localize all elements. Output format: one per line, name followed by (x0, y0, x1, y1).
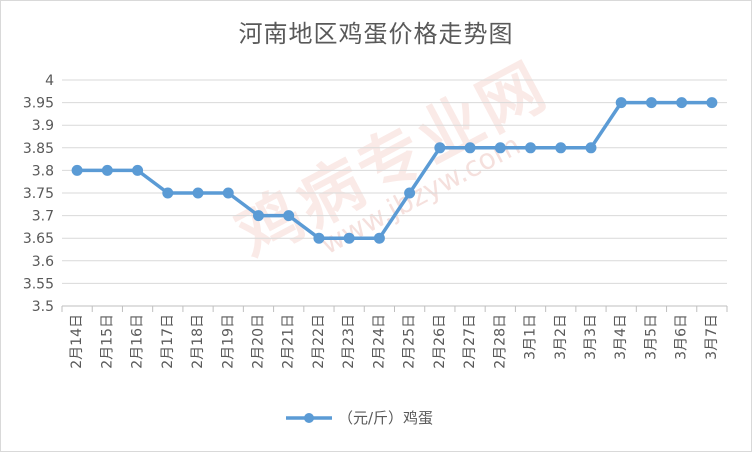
x-tick-label: 2月26日 (432, 314, 448, 369)
x-tick-label: 2月18日 (190, 314, 206, 369)
x-tick-label: 3月2日 (553, 314, 569, 360)
x-tick-label: 2月28日 (492, 314, 508, 369)
data-point (676, 97, 688, 109)
y-tick-label: 3.8 (32, 163, 54, 179)
x-tick-label: 3月1日 (523, 314, 539, 360)
x-tick-label: 2月20日 (250, 314, 266, 369)
data-point (222, 187, 234, 199)
y-tick-label: 3.65 (23, 231, 54, 247)
data-point (283, 210, 295, 222)
y-tick-label: 3.7 (32, 209, 54, 225)
y-tick-label: 3.75 (23, 186, 54, 202)
y-tick-label: 3.6 (32, 254, 54, 270)
data-point (162, 187, 174, 199)
data-point (343, 232, 355, 244)
x-tick-label: 3月6日 (674, 314, 690, 360)
data-point (132, 164, 144, 176)
x-tick-label: 3月3日 (583, 314, 599, 360)
data-point (71, 164, 83, 176)
y-tick-label: 3.5 (32, 299, 54, 315)
data-point (585, 142, 597, 154)
x-tick-label: 2月24日 (371, 314, 387, 369)
chart-title: 河南地区鸡蛋价格走势图 (238, 20, 514, 48)
y-tick-label: 3.95 (23, 96, 54, 112)
legend-marker (304, 413, 314, 423)
y-tick-label: 3.85 (23, 141, 54, 157)
x-tick-label: 3月4日 (613, 314, 629, 360)
x-tick-label: 2月25日 (402, 314, 418, 369)
data-point (706, 97, 718, 109)
data-point (192, 187, 204, 199)
data-point (615, 97, 627, 109)
y-tick-label: 3.55 (23, 276, 54, 292)
x-tick-label: 2月17日 (160, 314, 176, 369)
data-point (494, 142, 506, 154)
data-point (645, 97, 657, 109)
data-point (313, 232, 325, 244)
x-tick-label: 2月21日 (281, 314, 297, 369)
x-tick-label: 2月15日 (99, 314, 115, 369)
y-tick-label: 3.9 (32, 118, 54, 134)
x-tick-label: 2月27日 (462, 314, 478, 369)
series-line (77, 100, 712, 240)
x-tick-label: 3月7日 (704, 314, 720, 360)
data-point (434, 142, 446, 154)
x-tick-label: 3月5日 (643, 314, 659, 360)
x-tick-label: 2月19日 (220, 314, 236, 369)
data-point (525, 142, 537, 154)
data-point (404, 187, 416, 199)
data-point (252, 210, 264, 222)
x-tick-label: 2月23日 (341, 314, 357, 369)
x-tick-label: 2月14日 (69, 314, 85, 369)
data-point (101, 164, 113, 176)
y-tick-label: 4 (45, 73, 54, 89)
data-point (373, 232, 385, 244)
x-tick-label: 2月16日 (130, 314, 146, 369)
legend-label: （元/斤）鸡蛋 (338, 409, 433, 427)
x-tick-label: 2月22日 (311, 314, 327, 369)
data-point (555, 142, 567, 154)
data-point (464, 142, 476, 154)
